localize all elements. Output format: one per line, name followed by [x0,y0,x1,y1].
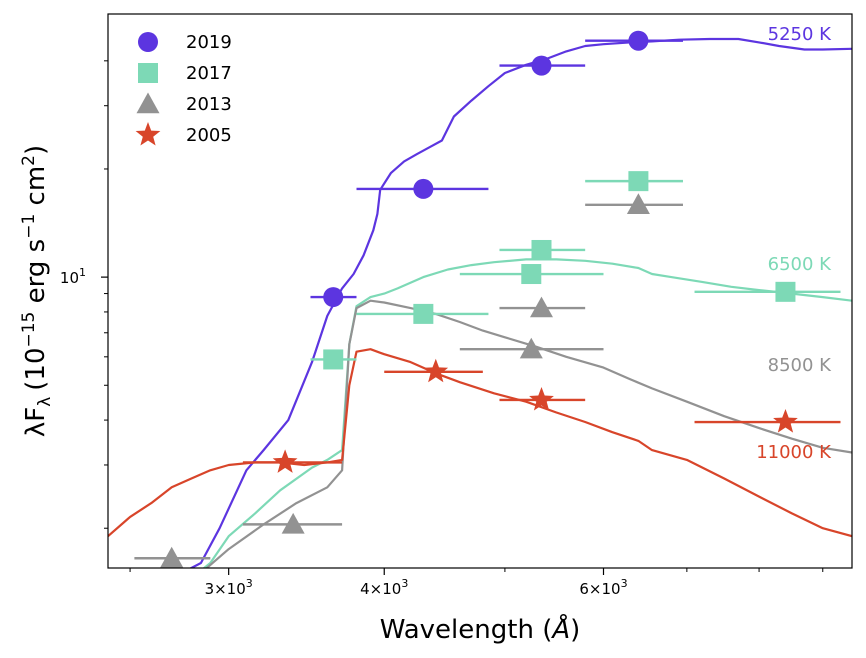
spectrum-line-0 [188,37,852,568]
data-point-2017-0 [310,349,357,370]
temperature-label-1: 6500 K [768,254,833,275]
spectrum-line-2 [205,299,852,568]
legend-marker-star [135,122,161,146]
x-tick-label-0: 3×103 [205,577,253,598]
spectra-layer [108,37,852,568]
x-tick-label-2: 6×103 [579,577,627,598]
legend-marker-square [138,63,158,83]
legend-label: 2017 [186,63,232,84]
data-point-2005-1 [384,358,483,383]
y-axis-title: λFλ(10−15 erg s−1 cm2) [19,145,55,437]
legend-item-2019: 2019 [138,32,232,53]
data-point-2005-0 [242,449,343,473]
legend-label: 2013 [186,94,232,115]
legend-item-2013: 2013 [136,92,232,115]
data-point-2017-4 [585,171,683,192]
data-point-2013-2 [499,296,586,318]
spectrum-line-1 [202,258,852,568]
legend-marker-triangle [136,92,160,114]
temperature-label-0: 5250 K [768,24,833,45]
temperature-label-2: 8500 K [768,355,833,376]
photometry-layer [134,30,841,568]
data-point-2017-3 [499,239,586,260]
data-point-2019-2 [499,55,586,76]
legend-item-2017: 2017 [138,63,232,84]
x-axis-title: Wavelength (Å) [380,613,581,645]
temperature-labels: 5250 K 6500 K 8500 K 11000 K [756,24,832,463]
data-point-2017-5 [694,281,841,302]
data-point-2013-1 [242,512,343,534]
legend-label: 2005 [186,125,232,146]
temperature-label-3: 11000 K [756,442,832,463]
legend-marker-circle [138,32,158,52]
data-point-2019-0 [310,287,357,308]
y-tick-label-0: 101 [60,266,86,287]
data-point-2005-3 [694,409,841,433]
axis-ticks: 3×103 4×103 6×103 101 [60,60,824,598]
data-point-2013-0 [134,546,211,568]
data-point-2017-1 [356,303,489,324]
legend-item-2005: 2005 [135,122,232,146]
x-tick-label-1: 4×103 [360,577,408,598]
data-point-2019-1 [356,178,489,199]
spectrum-line-3 [108,348,852,538]
data-point-2013-3 [459,337,604,359]
data-point-2017-2 [459,264,604,285]
legend-label: 2019 [186,32,232,53]
legend: 2019 2017 2013 2005 [135,32,232,146]
data-point-2013-4 [585,193,683,214]
data-point-2005-2 [499,387,586,411]
data-point-2019-3 [585,30,683,51]
plot-frame [107,13,853,569]
